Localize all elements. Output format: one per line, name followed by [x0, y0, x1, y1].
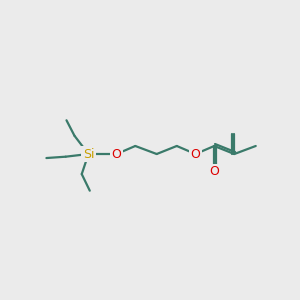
- Text: O: O: [209, 165, 219, 178]
- Text: Si: Si: [83, 148, 94, 160]
- Text: O: O: [190, 148, 200, 160]
- Text: O: O: [112, 148, 122, 160]
